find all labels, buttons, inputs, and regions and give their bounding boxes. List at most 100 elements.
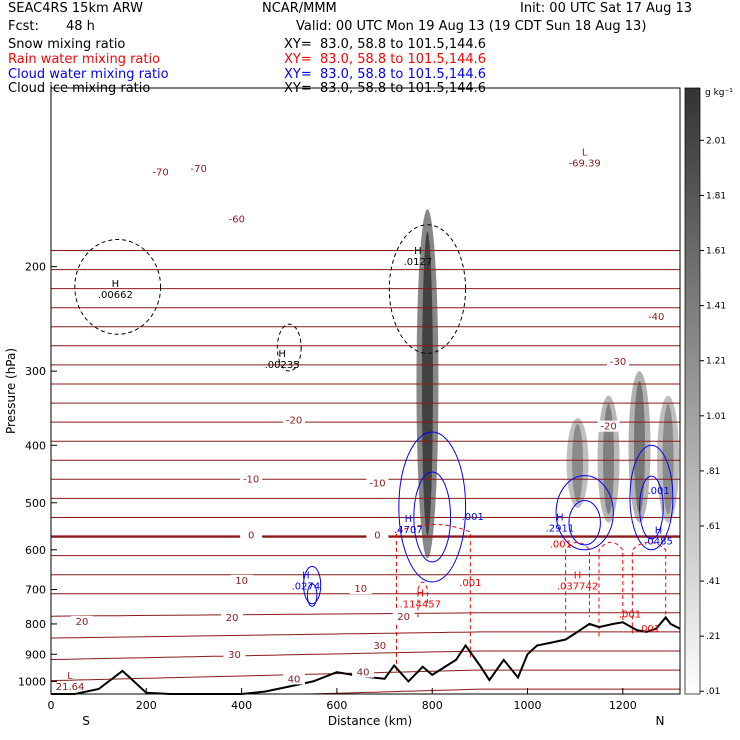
cloud-ice-contours: [74, 224, 467, 372]
snow-plume-core: [572, 423, 584, 503]
y-tick-label: 200: [25, 261, 46, 274]
rain-water-contour: [417, 581, 428, 618]
isotherm-label-bg: [225, 213, 248, 225]
extremum-value: .0274: [292, 581, 321, 592]
isotherm-label: -70: [191, 164, 207, 175]
contour-value-label: .001: [550, 540, 572, 551]
contour-labels: -70 -70 -60 -40 -30 -20 -20 -10 -10 0 0 10 10 20 20 20 3…: [56, 147, 673, 693]
field-xy-cloudwater: XY= 83.0, 58.8 to 101.5,144.6: [284, 67, 487, 82]
endpoint-left-label: S: [82, 714, 90, 728]
colorbar-tick-label: 1.41: [706, 302, 726, 312]
y-tick-label: 600: [25, 544, 46, 557]
y-tick-label: 400: [25, 439, 46, 452]
cloud-water-contour: [639, 475, 664, 540]
isotherm: [50, 612, 680, 617]
rain-water-contour: [598, 541, 624, 637]
isotherm-label: 0: [374, 530, 380, 541]
isotherm-label-bg: [223, 649, 246, 661]
isotherm: [50, 650, 680, 660]
endpoint-right-label: N: [656, 714, 665, 728]
isotherm-label-bg: [392, 611, 415, 623]
colorbar: [684, 87, 701, 695]
x-tick-label: 800: [422, 699, 443, 712]
cloud-water-contour: [398, 431, 467, 583]
isotherm-label-bg: [283, 673, 306, 685]
isotherm-label-bg: [645, 310, 668, 322]
colorbar-tick-label: .61: [706, 522, 720, 532]
field-name-cloudwater: Cloud water mixing ratio: [8, 67, 169, 82]
x-tick-label: 1000: [514, 699, 542, 712]
contour-value-label: .001: [459, 578, 481, 589]
extremum-value: .0127: [404, 257, 433, 268]
x-tick-label: 200: [136, 699, 157, 712]
colorbar-tick-label: 1.01: [706, 412, 726, 422]
rain-water-contours: [395, 524, 667, 671]
colorbar-tick-label: 1.61: [706, 247, 726, 257]
y-tick-label: 800: [25, 618, 46, 631]
isotherm-label-bg: [349, 582, 372, 594]
isotherm-label: -10: [369, 479, 385, 490]
contour-value-label: .001: [647, 486, 669, 497]
isotherm-label: 40: [288, 674, 301, 685]
isotherm-label-bg: [240, 473, 263, 485]
colorbar-tick-label: 1.81: [706, 191, 726, 201]
isotherm-label: -70: [152, 168, 168, 179]
x-axis-ticks: 0 200 400 600 800 1000 1200: [48, 688, 637, 712]
extremum-value: .2911: [546, 524, 575, 535]
y-tick-label: 700: [25, 584, 46, 597]
extremum-marker: H: [278, 349, 286, 360]
extremum-value: .00662: [98, 290, 133, 301]
field-xy-rain: XY= 83.0, 58.8 to 101.5,144.6: [284, 52, 487, 67]
y-axis-label: Pressure (hPa): [4, 348, 18, 434]
cloud-water-contours: [303, 431, 674, 607]
snow-plume: [657, 395, 680, 523]
isotherm-label-bg: [70, 615, 93, 627]
y-tick-label: 500: [25, 497, 46, 510]
isotherm-label: -10: [243, 474, 259, 485]
valid-time: Valid: 00 UTC Mon 19 Aug 13 (19 CDT Sun …: [296, 19, 647, 34]
extremum-marker: H: [655, 525, 663, 536]
snow-plume-core: [633, 381, 645, 513]
cloud-water-contour: [303, 565, 322, 605]
snow-plume-core: [603, 403, 615, 515]
isotherm-label-bg: [283, 414, 306, 426]
colorbar-ticks: 2.01 1.81 1.61 1.41 1.21 1.01 .81 .61 .41 .21 .01: [700, 136, 726, 697]
isotherm-label: 10: [354, 584, 367, 595]
fcst-label: Fcst:: [8, 19, 39, 34]
extremum-marker: H: [112, 279, 120, 290]
extremum-marker: H: [414, 246, 422, 257]
extremum-marker: H: [302, 570, 310, 581]
isotherm-label: -60: [229, 215, 245, 226]
contour-value-label: .001: [462, 512, 484, 523]
colorbar-tick-label: .41: [706, 577, 720, 587]
isotherm-label: 40: [357, 668, 370, 679]
isotherm-label-bg: [221, 612, 244, 624]
snow-plume-core: [662, 403, 674, 515]
extremum-marker: H: [417, 589, 425, 600]
rain-water-contour: [395, 524, 471, 671]
isotherm-label-bg: [240, 529, 263, 541]
field-xy-snow: XY= 83.0, 58.8 to 101.5,144.6: [284, 37, 487, 52]
isotherm-label: -40: [648, 312, 664, 323]
cloud-water-contour: [629, 444, 674, 551]
colorbar-tick-label: 1.21: [706, 357, 726, 367]
isotherm-label: 10: [235, 576, 248, 587]
org-label: NCAR/MMM: [262, 1, 337, 16]
isotherm-label-bg: [187, 163, 210, 175]
isotherm-label: 20: [76, 617, 89, 628]
isotherm-label: 0: [248, 530, 254, 541]
cloud-water-contour: [568, 499, 601, 546]
y-tick-label: 1000: [18, 675, 46, 688]
isotherm-label-bg: [149, 166, 172, 178]
isotherm-label-bg: [597, 420, 620, 432]
colorbar-tick-label: .81: [706, 467, 720, 477]
isotherm-label: -20: [286, 415, 302, 426]
colorbar-unit: g kg⁻¹: [705, 88, 733, 98]
y-axis-ticks: 200 300 400 500 600 700 800 900 1000: [18, 261, 57, 688]
isotherm-label: -30: [610, 357, 626, 368]
field-name-rain: Rain water mixing ratio: [8, 52, 161, 67]
extremum-value: 21.64: [56, 682, 85, 693]
cloud-ice-contour: [74, 238, 162, 335]
extremum-value: .037742: [557, 581, 598, 592]
